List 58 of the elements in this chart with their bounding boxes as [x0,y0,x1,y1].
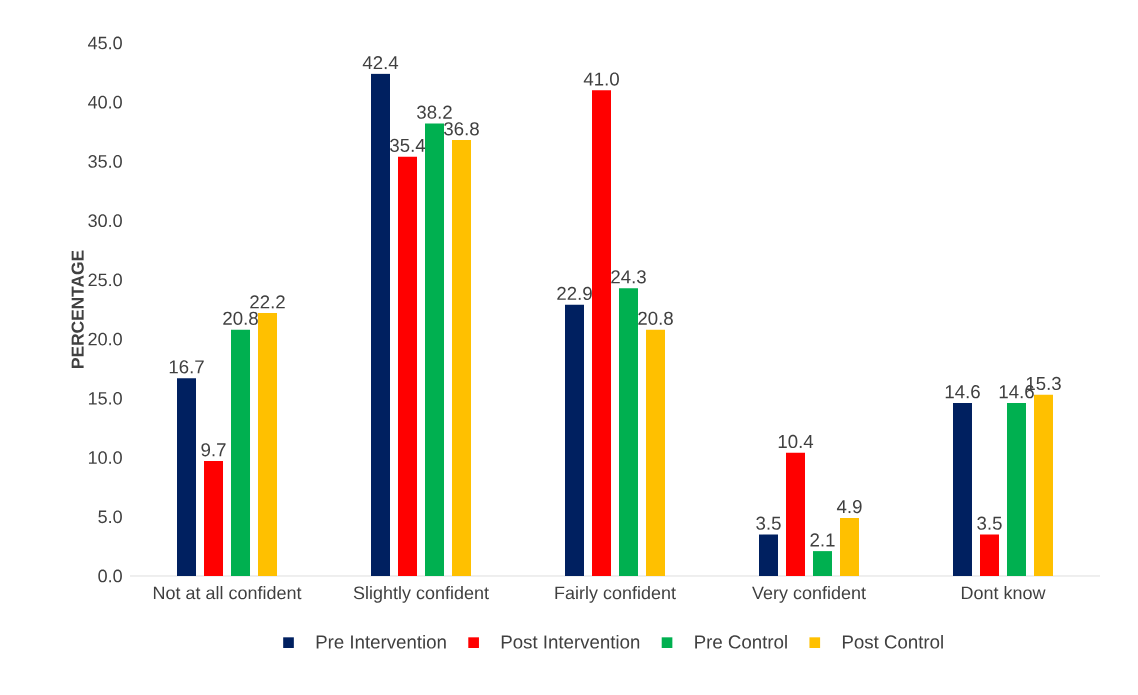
data-label: 10.4 [778,434,814,449]
legend-label: Pre Control [695,634,787,649]
data-label: 16.7 [169,360,204,374]
data-label: 24.3 [611,270,646,284]
bar [592,90,611,576]
bar [565,304,584,576]
bar [980,534,999,576]
data-label: 42.4 [362,56,399,70]
data-label: 22.2 [250,295,285,309]
bar [231,329,251,576]
x-tick-label: Not at all confident [153,586,302,600]
y-tick-label: 10.0 [88,451,122,464]
bar [398,156,417,576]
bar [759,534,778,576]
legend-label: Post Intervention [501,634,640,649]
data-label: 20.8 [223,311,258,325]
bar [786,452,805,576]
bar [1034,394,1053,576]
data-label: 35.4 [390,138,426,152]
data-label: 22.9 [557,286,592,301]
legend-label: Pre Intervention [316,634,446,649]
bar [1006,403,1026,576]
data-label: 3.5 [756,516,781,530]
bar [840,517,859,576]
y-tick-label: 35.0 [88,155,122,168]
data-label: 20.8 [638,311,673,325]
data-label: 4.9 [836,500,862,514]
data-label: 36.8 [444,122,479,136]
data-label: 3.5 [977,516,1002,530]
legend-label: Post Control [842,634,943,649]
y-axis-title: PERCENTAGE [71,250,84,368]
bar [177,378,197,576]
x-tick-label: Very confident [752,586,866,603]
data-label: 2.1 [810,533,835,547]
y-tick-label: 45.0 [88,36,122,50]
bar [204,461,224,576]
bar [619,288,638,576]
bar [425,123,445,576]
y-tick-label: 15.0 [88,391,122,405]
data-label: 41.0 [583,72,619,86]
y-tick-label: 0.0 [98,569,122,583]
x-tick-label: Fairly confident [555,586,676,603]
bar [646,329,665,576]
bar [371,73,390,576]
data-label: 14.6 [945,385,980,399]
y-tick-label: 20.0 [88,332,122,346]
bar [953,403,972,576]
bar [452,140,472,576]
x-tick-label: Slightly confident [353,586,489,603]
y-tick-label: 30.0 [88,214,122,228]
y-tick-label: 25.0 [88,273,122,287]
data-label: 9.7 [201,443,226,457]
y-tick-label: 40.0 [88,95,122,109]
data-label: 38.2 [417,105,452,119]
bar [813,551,832,576]
x-tick-label: Dont know [961,586,1046,600]
y-tick-label: 5.0 [98,510,122,524]
bar [258,313,278,576]
